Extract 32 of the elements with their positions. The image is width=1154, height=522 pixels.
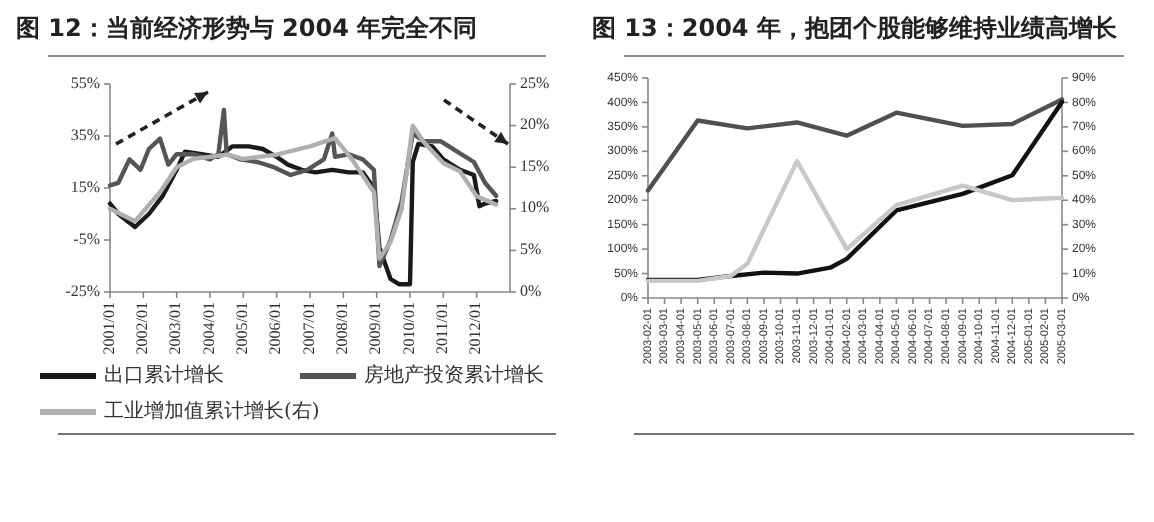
line-series bbox=[645, 158, 1065, 284]
line-series bbox=[645, 97, 1065, 193]
x-tick-label: 2008/01 bbox=[332, 302, 352, 355]
x-tick-label: 2003/01 bbox=[166, 302, 185, 355]
y2-tick-label: 20% bbox=[520, 115, 550, 134]
x-tick-label: 2002/01 bbox=[132, 302, 152, 355]
x-tick-label: 2001/01 bbox=[99, 302, 118, 355]
y2-tick-label: 10% bbox=[520, 198, 550, 217]
y2-tick-label: 5% bbox=[520, 240, 542, 259]
y-tick-label: 55% bbox=[70, 73, 101, 92]
chart-title: 图 13：2004 年，抱团个股能够维持业绩高增长 bbox=[592, 14, 1119, 42]
y2-tick-label: 25% bbox=[520, 73, 550, 92]
y-tick-label: -5% bbox=[73, 229, 101, 248]
x-tick-label: 2011/01 bbox=[432, 302, 452, 354]
line-series bbox=[107, 141, 499, 287]
legend-label: 出口累计增长 bbox=[104, 363, 224, 388]
line-series bbox=[645, 99, 1065, 283]
legend-label: 工业增加值累计增长(右) bbox=[104, 399, 320, 424]
y-tick-label: -25% bbox=[65, 281, 101, 300]
x-tick-label: 2005/01 bbox=[232, 302, 252, 355]
x-tick-label: 2009/01 bbox=[366, 302, 385, 355]
chart-title: 图 12：当前经济形势与 2004 年完全不同 bbox=[16, 14, 478, 42]
y-tick-label: 35% bbox=[70, 125, 101, 144]
x-tick-label: 2007/01 bbox=[299, 302, 318, 355]
y-tick-label: 15% bbox=[70, 177, 101, 196]
y2-tick-label: 15% bbox=[520, 156, 550, 175]
x-tick-label: 2010/01 bbox=[399, 302, 418, 355]
x-tick-label: 2012/01 bbox=[466, 302, 485, 355]
x-tick-label: 2004/01 bbox=[199, 302, 218, 355]
x-tick-label: 2006/01 bbox=[266, 302, 285, 355]
y2-tick-label: 0% bbox=[520, 281, 542, 300]
legend-label: 房地产投资累计增长 bbox=[364, 363, 544, 388]
